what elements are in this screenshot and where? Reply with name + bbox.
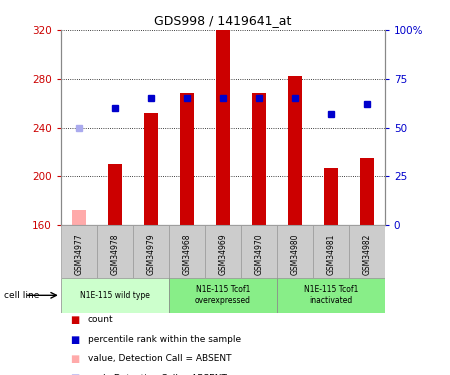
Bar <box>133 225 169 278</box>
Text: GSM34977: GSM34977 <box>74 233 83 274</box>
Bar <box>180 93 194 225</box>
Bar <box>324 168 338 225</box>
Text: GSM34968: GSM34968 <box>182 233 191 274</box>
Bar <box>205 225 241 278</box>
Bar <box>61 225 97 278</box>
Text: count: count <box>88 315 113 324</box>
Text: ■: ■ <box>70 354 79 364</box>
Text: GSM34978: GSM34978 <box>110 233 119 274</box>
Bar <box>360 158 374 225</box>
Bar <box>241 225 277 278</box>
Text: cell line: cell line <box>4 291 40 300</box>
Bar <box>277 225 313 278</box>
Bar <box>61 278 169 313</box>
Text: rank, Detection Call = ABSENT: rank, Detection Call = ABSENT <box>88 374 227 375</box>
Text: GSM34981: GSM34981 <box>326 233 335 274</box>
Text: GSM34970: GSM34970 <box>254 233 263 274</box>
Bar <box>97 225 133 278</box>
Bar <box>216 30 230 225</box>
Bar <box>144 113 158 225</box>
Text: GSM34980: GSM34980 <box>290 233 299 274</box>
Text: GSM34982: GSM34982 <box>362 233 371 274</box>
Text: value, Detection Call = ABSENT: value, Detection Call = ABSENT <box>88 354 231 363</box>
Text: N1E-115 wild type: N1E-115 wild type <box>80 291 150 300</box>
Bar <box>277 278 385 313</box>
Bar <box>108 164 122 225</box>
Bar <box>349 225 385 278</box>
Bar <box>72 210 86 225</box>
Bar <box>169 278 277 313</box>
Text: GSM34969: GSM34969 <box>218 233 227 274</box>
Bar <box>252 93 266 225</box>
Text: ■: ■ <box>70 334 79 345</box>
Text: ■: ■ <box>70 374 79 375</box>
Text: percentile rank within the sample: percentile rank within the sample <box>88 334 241 344</box>
Bar <box>288 76 302 225</box>
Text: ■: ■ <box>70 315 79 325</box>
Bar <box>313 225 349 278</box>
Bar <box>169 225 205 278</box>
Text: GSM34979: GSM34979 <box>146 233 155 274</box>
Text: N1E-115 Tcof1
overexpressed: N1E-115 Tcof1 overexpressed <box>195 285 251 305</box>
Text: N1E-115 Tcof1
inactivated: N1E-115 Tcof1 inactivated <box>304 285 358 305</box>
Title: GDS998 / 1419641_at: GDS998 / 1419641_at <box>154 15 292 27</box>
